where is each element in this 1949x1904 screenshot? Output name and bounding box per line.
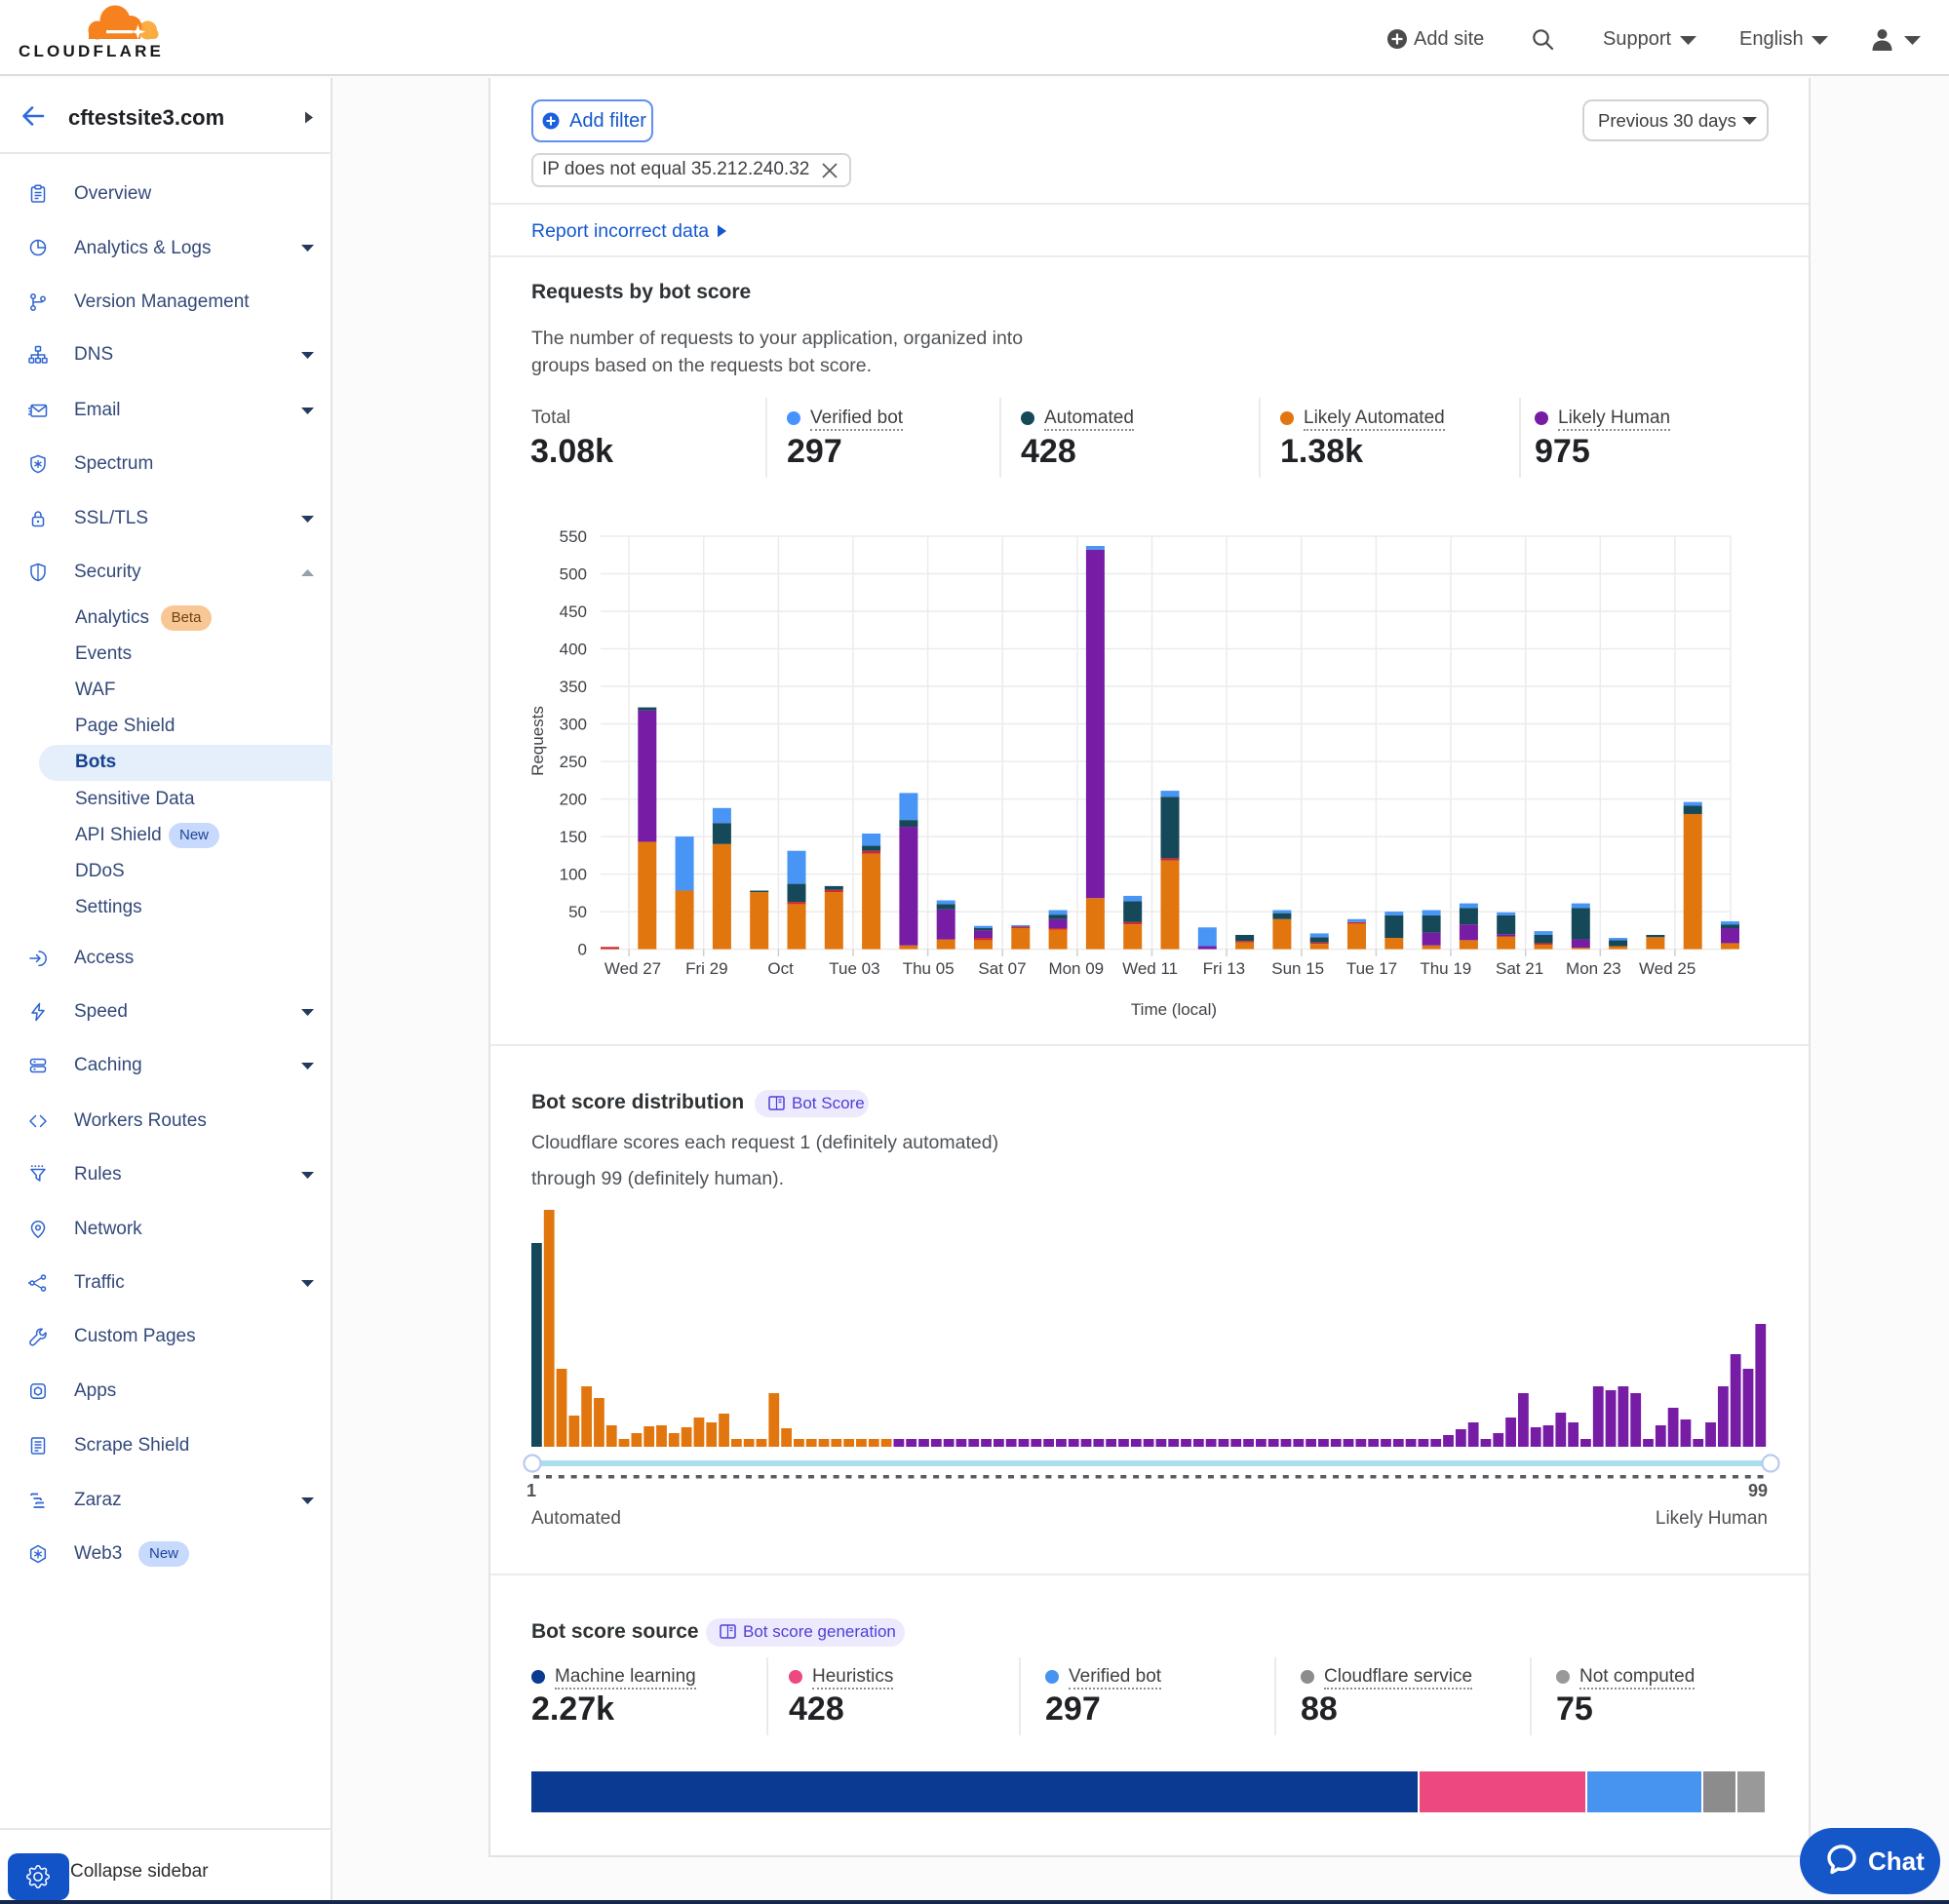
svg-text:Tue 17: Tue 17 (1346, 959, 1397, 978)
svg-text:200: 200 (560, 791, 587, 809)
svg-text:0: 0 (578, 941, 587, 959)
svg-text:100: 100 (560, 866, 587, 884)
svg-text:Fri 29: Fri 29 (685, 959, 727, 978)
svg-text:Sun 15: Sun 15 (1271, 959, 1324, 978)
svg-text:50: 50 (568, 903, 587, 921)
svg-text:Mon 23: Mon 23 (1566, 959, 1621, 978)
svg-text:Time (local): Time (local) (1131, 1000, 1217, 1019)
svg-text:Thu 05: Thu 05 (903, 959, 955, 978)
svg-text:Oct: Oct (767, 959, 794, 978)
svg-text:150: 150 (560, 828, 587, 846)
svg-text:Mon 09: Mon 09 (1048, 959, 1104, 978)
svg-text:Sat 21: Sat 21 (1496, 959, 1543, 978)
svg-text:Tue 03: Tue 03 (829, 959, 879, 978)
svg-text:350: 350 (560, 678, 587, 696)
svg-text:450: 450 (560, 602, 587, 621)
svg-text:Wed 27: Wed 27 (604, 959, 661, 978)
svg-text:Wed 25: Wed 25 (1639, 959, 1696, 978)
svg-text:Thu 19: Thu 19 (1420, 959, 1471, 978)
svg-text:500: 500 (560, 565, 587, 584)
svg-text:550: 550 (560, 527, 587, 546)
svg-text:Requests: Requests (528, 706, 547, 776)
svg-text:300: 300 (560, 716, 587, 734)
svg-text:Sat 07: Sat 07 (978, 959, 1026, 978)
svg-text:250: 250 (560, 753, 587, 771)
svg-text:400: 400 (560, 641, 587, 659)
svg-text:Fri 13: Fri 13 (1203, 959, 1245, 978)
svg-text:Wed 11: Wed 11 (1122, 959, 1178, 978)
